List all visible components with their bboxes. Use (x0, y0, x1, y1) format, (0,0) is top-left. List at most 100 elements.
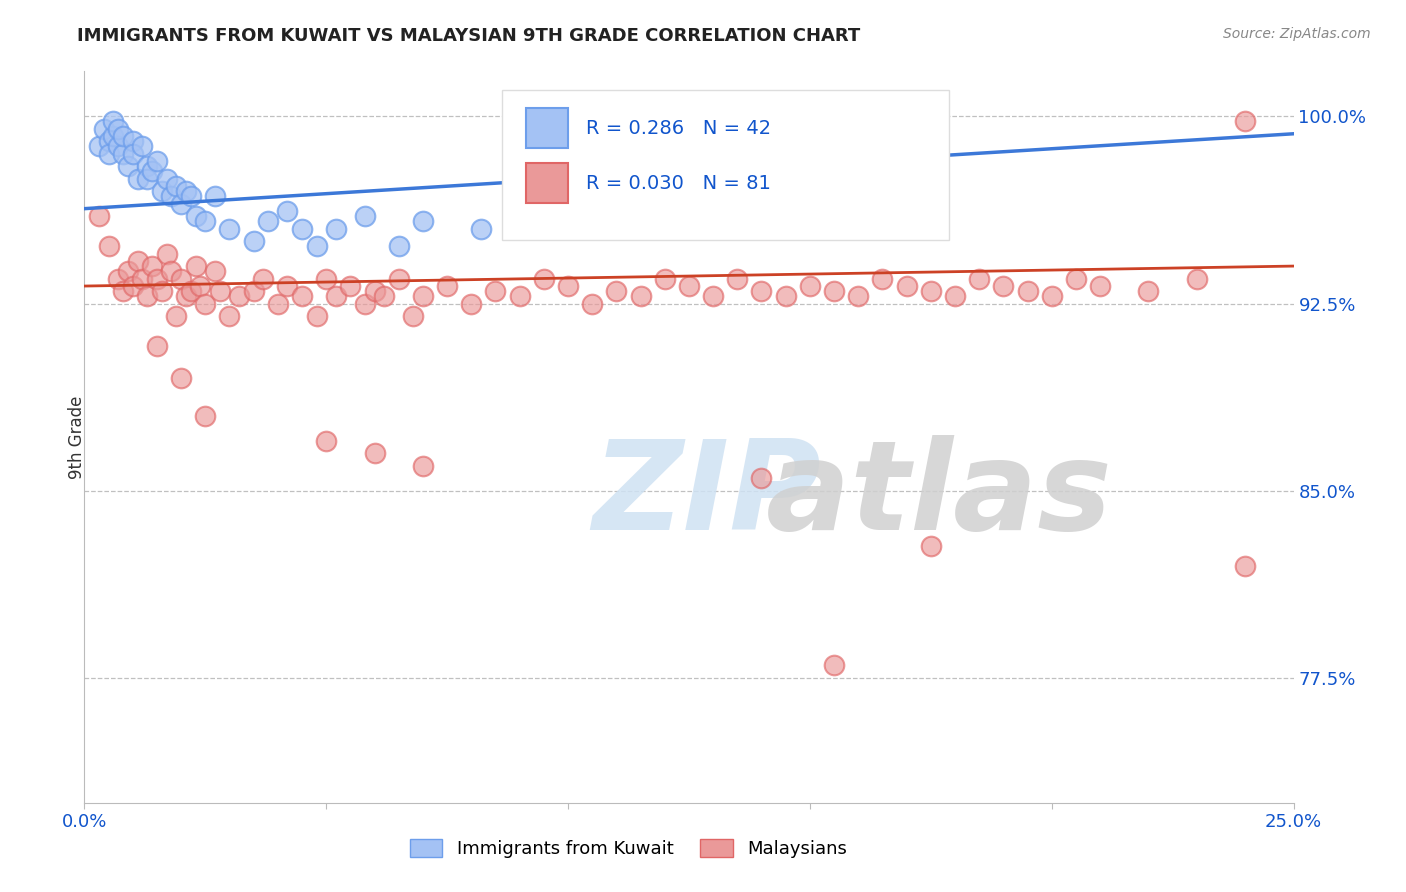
Point (93, 121, 115, 136)
Point (180, 189, 202, 203)
Point (654, 271, 676, 285)
Point (315, 271, 337, 285)
Point (291, 221, 314, 235)
Point (557, 279, 579, 293)
FancyBboxPatch shape (526, 163, 568, 203)
Point (402, 309, 425, 323)
Point (117, 159, 139, 173)
Point (103, 114, 125, 128)
Point (165, 309, 187, 323)
Point (1234, 114, 1257, 128)
Point (194, 409, 217, 423)
Point (305, 309, 328, 323)
Point (460, 296, 482, 310)
Point (967, 271, 990, 285)
Point (581, 296, 603, 310)
Point (1185, 271, 1208, 285)
Point (872, 271, 894, 285)
Point (412, 214, 434, 228)
Point (305, 239, 328, 253)
Y-axis label: 9th Grade: 9th Grade (69, 395, 86, 479)
Point (1064, 271, 1087, 285)
Point (484, 284, 506, 298)
Point (276, 279, 298, 293)
Point (228, 289, 250, 303)
Point (1017, 284, 1039, 298)
Point (131, 139, 153, 153)
Point (150, 184, 173, 198)
Point (678, 279, 700, 293)
Point (242, 284, 264, 298)
Point (121, 279, 143, 293)
Point (141, 259, 163, 273)
Point (775, 289, 797, 303)
Point (823, 658, 845, 673)
Point (160, 264, 183, 278)
Point (103, 129, 125, 144)
Point (751, 284, 773, 298)
Text: IMMIGRANTS FROM KUWAIT VS MALAYSIAN 9TH GRADE CORRELATION CHART: IMMIGRANTS FROM KUWAIT VS MALAYSIAN 9TH … (77, 27, 860, 45)
Point (1088, 279, 1111, 293)
Point (943, 289, 966, 303)
Point (920, 539, 942, 553)
Point (252, 271, 274, 285)
Point (141, 164, 163, 178)
Point (190, 279, 212, 293)
Point (388, 271, 411, 285)
Point (846, 289, 869, 303)
Point (412, 458, 434, 473)
Point (107, 271, 129, 285)
Point (194, 214, 217, 228)
Point (150, 284, 173, 298)
Point (204, 189, 226, 203)
Point (823, 284, 845, 298)
Point (121, 134, 143, 148)
Point (107, 121, 129, 136)
Point (276, 204, 298, 219)
Point (136, 289, 159, 303)
Point (174, 289, 197, 303)
Point (242, 234, 264, 248)
Point (799, 279, 821, 293)
Legend: Immigrants from Kuwait, Malaysians: Immigrants from Kuwait, Malaysians (401, 830, 856, 867)
FancyBboxPatch shape (526, 108, 568, 148)
Point (146, 271, 169, 285)
Point (702, 289, 724, 303)
Point (751, 471, 773, 485)
Point (412, 289, 434, 303)
Point (291, 289, 314, 303)
Point (131, 271, 153, 285)
Point (146, 154, 169, 169)
Point (117, 264, 139, 278)
Point (267, 296, 290, 310)
Point (112, 284, 135, 298)
Point (1137, 284, 1160, 298)
Point (112, 146, 135, 161)
Point (993, 279, 1015, 293)
Point (325, 289, 347, 303)
Point (1040, 289, 1063, 303)
Point (146, 339, 169, 353)
Point (170, 371, 193, 385)
Point (436, 279, 458, 293)
Point (363, 284, 385, 298)
Point (184, 259, 207, 273)
Point (97, 239, 120, 253)
Text: R = 0.286   N = 42: R = 0.286 N = 42 (586, 119, 772, 138)
Point (630, 289, 652, 303)
Point (315, 434, 337, 448)
Point (363, 446, 385, 460)
Point (1234, 558, 1257, 573)
Point (605, 204, 627, 219)
Point (180, 284, 202, 298)
Point (339, 279, 361, 293)
Point (208, 284, 231, 298)
Point (127, 254, 149, 268)
Point (388, 239, 411, 253)
Point (354, 296, 377, 310)
Point (896, 279, 918, 293)
FancyBboxPatch shape (502, 90, 949, 240)
Point (160, 189, 183, 203)
Point (257, 214, 280, 228)
Point (174, 184, 197, 198)
